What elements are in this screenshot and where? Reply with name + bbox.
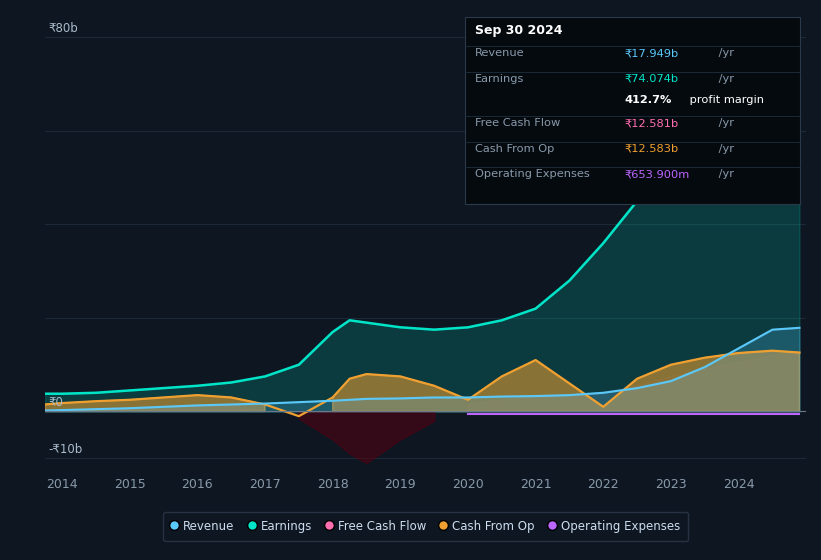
Text: /yr: /yr (715, 48, 734, 58)
Text: -₹10b: -₹10b (48, 443, 83, 456)
Text: /yr: /yr (715, 74, 734, 84)
Text: ₹653.900m: ₹653.900m (625, 170, 690, 179)
Text: ₹0: ₹0 (48, 396, 63, 409)
Text: Cash From Op: Cash From Op (475, 144, 554, 154)
Text: Operating Expenses: Operating Expenses (475, 170, 589, 179)
Text: Sep 30 2024: Sep 30 2024 (475, 24, 562, 36)
Text: 412.7%: 412.7% (625, 95, 672, 105)
Text: /yr: /yr (715, 170, 734, 179)
Text: ₹12.583b: ₹12.583b (625, 144, 679, 154)
Text: Earnings: Earnings (475, 74, 524, 84)
Text: /yr: /yr (715, 118, 734, 128)
Text: Revenue: Revenue (475, 48, 524, 58)
Text: ₹80b: ₹80b (48, 22, 78, 35)
Text: profit margin: profit margin (686, 95, 764, 105)
Text: ₹12.581b: ₹12.581b (625, 118, 679, 128)
Text: /yr: /yr (715, 144, 734, 154)
Text: ₹17.949b: ₹17.949b (625, 48, 679, 58)
Text: Free Cash Flow: Free Cash Flow (475, 118, 560, 128)
Legend: Revenue, Earnings, Free Cash Flow, Cash From Op, Operating Expenses: Revenue, Earnings, Free Cash Flow, Cash … (163, 511, 688, 541)
Text: ₹74.074b: ₹74.074b (625, 74, 679, 84)
